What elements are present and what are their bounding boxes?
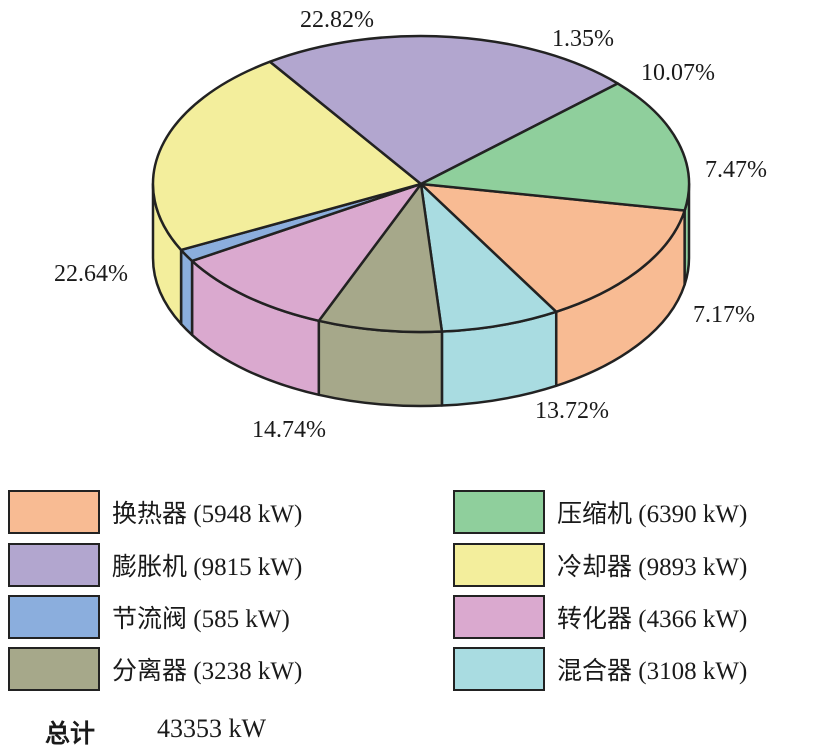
legend-label: 换热器 (5948 kW)	[112, 501, 303, 528]
legend-swatch	[8, 647, 100, 691]
pie-sides	[151, 182, 691, 408]
legend-swatch	[8, 490, 100, 534]
legend-item: 节流阀 (585 kW)	[8, 593, 290, 641]
legend-item: 冷却器 (9893 kW)	[453, 541, 747, 589]
total-value: 43353 kW	[157, 714, 267, 743]
legend-label: 分离器 (3238 kW)	[112, 658, 303, 685]
legend-item: 压缩机 (6390 kW)	[453, 488, 747, 536]
pie-slices	[151, 34, 691, 334]
pie-slice-冷却器	[151, 60, 423, 252]
legend-swatch	[453, 490, 545, 534]
pie-pct-label: 1.35%	[552, 26, 614, 52]
legend-label: 混合器 (3108 kW)	[557, 658, 748, 685]
legend-swatch	[453, 595, 545, 639]
total-row: 总计 43353 kW	[45, 714, 266, 750]
pie-side-分离器	[317, 319, 444, 408]
legend-item: 膨胀机 (9815 kW)	[8, 541, 302, 589]
pie-side-节流阀	[179, 248, 194, 337]
pie-pct-label: 14.74%	[252, 417, 326, 443]
pie-pct-label: 13.72%	[535, 398, 609, 424]
legend-swatch	[453, 543, 545, 587]
legend-swatch	[453, 647, 545, 691]
legend-label: 节流阀 (585 kW)	[112, 606, 290, 633]
pie-slice-压缩机	[419, 82, 691, 212]
pie-chart: 13.72% 7.17% 7.47% 10.07% 1.35% 22.82% 22.64% 1…	[54, 7, 767, 443]
legend-swatch	[8, 543, 100, 587]
pie-pct-label: 22.64%	[54, 261, 128, 287]
pie-slice-转化器	[190, 182, 423, 323]
legend-item: 换热器 (5948 kW)	[8, 488, 302, 536]
pie-pct-label: 7.47%	[705, 157, 767, 183]
legend-swatch	[8, 595, 100, 639]
pie-slice-换热器	[419, 182, 686, 314]
legend-item: 混合器 (3108 kW)	[453, 645, 747, 693]
legend-label: 压缩机 (6390 kW)	[557, 501, 748, 528]
legend-item: 分离器 (3238 kW)	[8, 645, 302, 693]
legend-label: 转化器 (4366 kW)	[557, 606, 748, 633]
pie-pct-label: 22.82%	[300, 7, 374, 33]
legend-item: 转化器 (4366 kW)	[453, 593, 747, 641]
pie-slice-分离器	[317, 182, 444, 334]
pie-labels: 13.72% 7.17% 7.47% 10.07% 1.35% 22.82% 22.64% 1…	[54, 7, 767, 443]
legend-label: 膨胀机 (9815 kW)	[112, 554, 303, 581]
legend-label: 冷却器 (9893 kW)	[557, 554, 748, 581]
pie-pct-label: 10.07%	[641, 60, 715, 86]
pie-pct-label: 7.17%	[693, 302, 755, 328]
pie-slice-混合器	[419, 182, 558, 333]
total-label: 总计	[45, 719, 96, 748]
pie-slice-膨胀机	[268, 34, 619, 186]
